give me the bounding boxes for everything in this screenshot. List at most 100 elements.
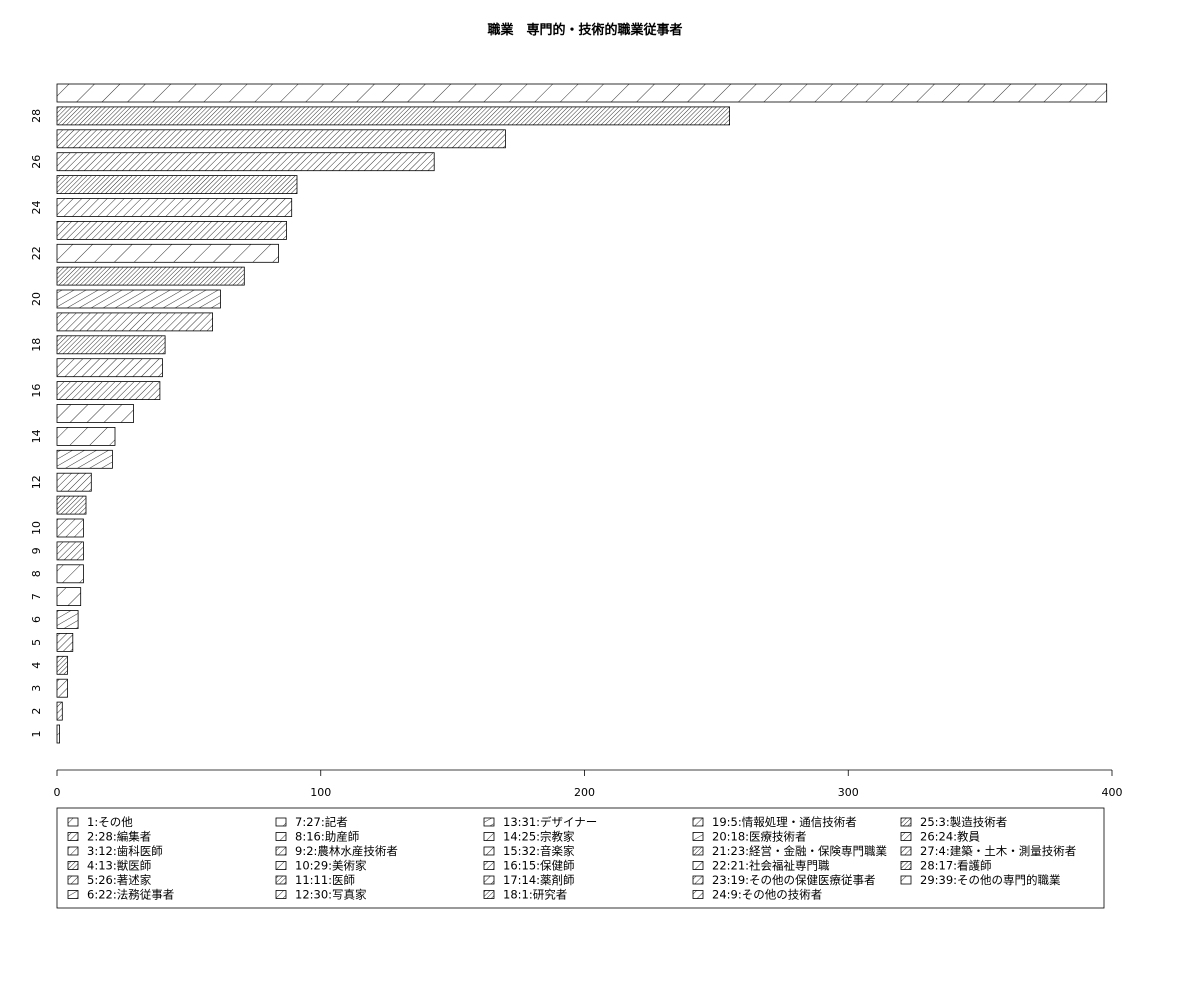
legend-label: 1:その他 xyxy=(87,815,133,829)
legend-swatch xyxy=(483,832,495,841)
bar-5 xyxy=(56,633,74,652)
legend-swatch xyxy=(275,861,287,870)
bar-8 xyxy=(56,564,84,584)
y-tick-label: 12 xyxy=(30,475,43,489)
legend-label: 22:21:社会福祉専門職 xyxy=(712,859,830,873)
legend-swatch xyxy=(900,875,912,885)
legend-label: 16:15:保健師 xyxy=(503,859,575,873)
bar-21 xyxy=(56,266,245,286)
legend-label: 20:18:医療技術者 xyxy=(712,830,807,844)
y-tick-label: 10 xyxy=(30,521,43,535)
bar-3 xyxy=(56,678,68,698)
legend-label: 18:1:研究者 xyxy=(503,888,567,902)
y-tick-label: 3 xyxy=(30,685,43,692)
bar-14 xyxy=(56,426,116,446)
bar-12 xyxy=(56,472,92,492)
legend-label: 23:19:その他の保健医療従事者 xyxy=(712,873,876,887)
legend-label: 15:32:音楽家 xyxy=(503,844,575,858)
legend-box xyxy=(56,807,1105,909)
legend-label: 26:24:教員 xyxy=(920,830,981,844)
legend-swatch xyxy=(692,890,704,899)
legend-swatch xyxy=(692,875,704,885)
bar-16 xyxy=(56,381,161,401)
bar-17 xyxy=(56,358,163,378)
legend-swatch xyxy=(275,817,287,827)
legend-label: 10:29:美術家 xyxy=(295,859,367,873)
y-tick-label: 20 xyxy=(30,292,43,306)
legend-label: 8:16:助産師 xyxy=(295,830,359,844)
x-tick-label: 200 xyxy=(574,786,595,799)
y-tick-label: 26 xyxy=(30,155,43,169)
bar-13 xyxy=(56,449,113,469)
legend-swatch xyxy=(692,861,704,870)
legend-swatch xyxy=(67,875,79,885)
y-tick-label: 16 xyxy=(30,384,43,398)
legend-swatch xyxy=(483,846,495,856)
legend-label: 6:22:法務従事者 xyxy=(87,888,174,902)
y-tick-label: 1 xyxy=(30,731,43,738)
y-tick-label: 28 xyxy=(30,109,43,123)
bar-23 xyxy=(56,220,287,240)
x-tick-label: 0 xyxy=(54,786,61,799)
chart-title: 職業 専門的・技術的職業従事者 xyxy=(487,22,682,38)
legend-label: 17:14:薬剤師 xyxy=(503,873,575,887)
bar-19 xyxy=(56,312,214,332)
y-tick-label: 9 xyxy=(30,547,43,554)
legend-swatch xyxy=(483,890,495,899)
bar-27 xyxy=(56,129,506,149)
bar-24 xyxy=(56,198,293,217)
legend-label: 12:30:写真家 xyxy=(295,888,367,902)
legend-label: 13:31:デザイナー xyxy=(503,815,597,829)
bar-10 xyxy=(56,518,84,538)
y-tick-label: 4 xyxy=(30,662,43,669)
legend-label: 19:5:情報処理・通信技術者 xyxy=(712,815,857,829)
x-tick-label: 300 xyxy=(838,786,859,799)
y-tick-label: 24 xyxy=(30,201,43,215)
legend-swatch xyxy=(900,817,912,827)
legend-label: 14:25:宗教家 xyxy=(503,830,575,844)
x-tick-label: 100 xyxy=(310,786,331,799)
legend-swatch xyxy=(275,875,287,885)
legend: 1:その他2:28:編集者3:12:歯科医師4:13:獣医師5:26:著述家6:… xyxy=(56,807,1105,909)
legend-swatch xyxy=(483,861,495,870)
legend-swatch xyxy=(900,861,912,870)
legend-label: 29:39:その他の専門的職業 xyxy=(920,873,1061,887)
legend-swatch xyxy=(275,846,287,856)
x-tick-label: 400 xyxy=(1102,786,1123,799)
bar-25 xyxy=(56,175,298,195)
legend-swatch xyxy=(483,817,495,827)
bar-18 xyxy=(56,335,166,355)
y-tick-label: 5 xyxy=(30,639,43,646)
legend-label: 25:3:製造技術者 xyxy=(920,815,1007,829)
legend-label: 11:11:医師 xyxy=(295,873,355,887)
legend-swatch xyxy=(692,846,704,856)
legend-swatch xyxy=(275,890,287,899)
y-tick-label: 2 xyxy=(30,708,43,715)
y-tick-label: 14 xyxy=(30,429,43,443)
bar-15 xyxy=(56,404,134,423)
legend-swatch xyxy=(67,846,79,856)
legend-label: 28:17:看護師 xyxy=(920,859,992,873)
bars-group xyxy=(56,83,1108,744)
legend-swatch xyxy=(692,817,704,827)
legend-label: 27:4:建築・土木・測量技術者 xyxy=(920,844,1076,858)
y-tick-label: 18 xyxy=(30,338,43,352)
y-tick-label: 7 xyxy=(30,593,43,600)
legend-label: 24:9:その他の技術者 xyxy=(712,888,822,902)
legend-swatch xyxy=(67,861,79,870)
bar-26 xyxy=(56,152,435,172)
bar-6 xyxy=(56,610,79,629)
legend-label: 2:28:編集者 xyxy=(87,830,151,844)
bar-28 xyxy=(56,106,730,126)
legend-label: 5:26:著述家 xyxy=(87,873,152,887)
legend-swatch xyxy=(67,817,79,827)
legend-label: 4:13:獣医師 xyxy=(87,859,151,873)
bar-7 xyxy=(56,587,82,606)
bar-11 xyxy=(56,495,87,515)
bar-4 xyxy=(56,655,68,675)
bar-1 xyxy=(56,724,60,744)
legend-swatch xyxy=(692,832,704,841)
bar-20 xyxy=(56,289,221,309)
